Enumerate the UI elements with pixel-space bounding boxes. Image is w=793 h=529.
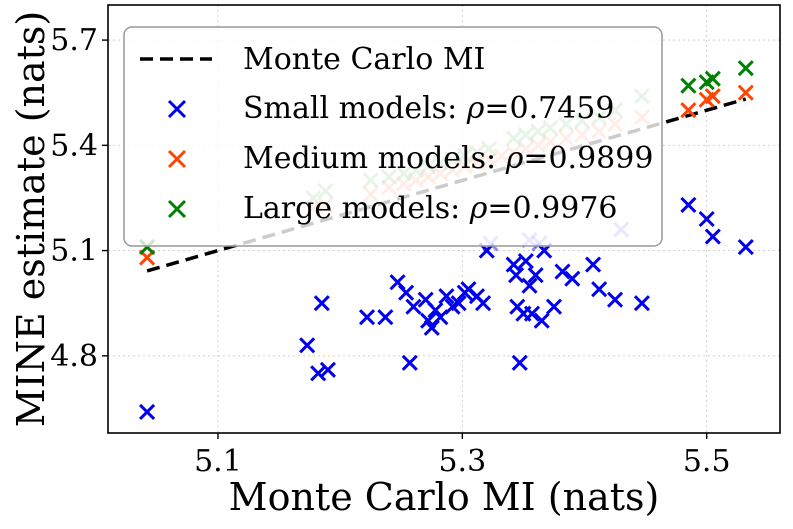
- legend-small-rho-symbol: ρ: [466, 91, 485, 126]
- legend-small-marker: [167, 99, 187, 119]
- point-small-model: [533, 312, 550, 329]
- x-tick-label: 5.3: [438, 444, 486, 479]
- legend-medium-label: Medium models: ρ=0.9899: [243, 141, 653, 176]
- point-small-model: [680, 196, 697, 214]
- point-small-model: [508, 267, 525, 284]
- point-small-model: [521, 277, 538, 294]
- legend-medium-rho-symbol: ρ: [505, 141, 524, 176]
- point-large-model: [704, 70, 721, 87]
- legend-small-name: Small models:: [243, 91, 467, 126]
- point-small-model: [450, 295, 467, 312]
- y-tick-label: 4.8: [50, 339, 98, 374]
- point-small-model: [511, 354, 528, 371]
- point-small-model: [585, 256, 602, 273]
- tick-layer: 5.1 5.3 5.5 4.8 5.1 5.4 5.7: [50, 23, 730, 479]
- point-small-model: [517, 253, 534, 270]
- legend-large-rho-symbol: ρ: [469, 191, 488, 226]
- legend-medium-swatch: [167, 149, 187, 169]
- point-small-model: [591, 281, 608, 298]
- point-small-model: [139, 403, 156, 421]
- point-small-model: [405, 298, 422, 315]
- point-small-model: [299, 337, 316, 354]
- legend-large-marker: [167, 199, 187, 219]
- legend-large-name: Large models:: [243, 191, 470, 226]
- point-medium-model: [680, 102, 697, 119]
- point-small-model: [704, 228, 721, 245]
- legend-small-rho-value: =0.7459: [484, 91, 614, 126]
- legend-medium-name: Medium models:: [243, 141, 506, 176]
- y-tick-label: 5.7: [50, 23, 98, 58]
- legend-box: [123, 26, 663, 247]
- point-medium-model: [704, 88, 721, 105]
- legend-medium-rho-value: =0.9899: [523, 141, 653, 176]
- point-small-model: [633, 295, 650, 312]
- point-small-model: [427, 302, 444, 319]
- legend-large-label: Large models: ρ=0.9976: [243, 191, 618, 226]
- point-large-model: [737, 60, 754, 77]
- point-small-model: [554, 263, 571, 280]
- point-small-model: [523, 305, 541, 322]
- point-medium-model: [737, 84, 754, 101]
- y-tick-label: 5.1: [50, 234, 98, 269]
- point-small-model: [475, 295, 492, 312]
- legend-large-swatch: [167, 199, 187, 219]
- legend-small-swatch: [167, 99, 187, 119]
- x-tick-label: 5.1: [194, 444, 242, 479]
- y-axis-label: MINE estimate (nats): [9, 11, 53, 427]
- point-small-model: [438, 288, 455, 305]
- point-small-model: [377, 309, 394, 326]
- point-small-model: [564, 270, 581, 287]
- legend-large-rho-value: =0.9976: [487, 191, 617, 226]
- point-small-model: [545, 298, 563, 315]
- legend-medium-marker: [167, 149, 187, 169]
- point-small-model: [358, 309, 376, 326]
- point-small-model: [527, 267, 544, 284]
- point-small-model: [737, 239, 754, 256]
- legend-small-label: Small models: ρ=0.7459: [243, 91, 614, 126]
- point-small-model: [313, 295, 330, 312]
- point-small-model: [319, 361, 336, 378]
- point-large-model: [680, 77, 697, 94]
- point-small-model: [398, 284, 415, 301]
- x-axis-label: Monte Carlo MI (nats): [229, 475, 660, 519]
- point-small-model: [698, 210, 715, 228]
- point-small-model: [401, 354, 418, 371]
- legend-reference-label: Monte Carlo MI: [243, 42, 485, 77]
- x-tick-label: 5.5: [683, 444, 731, 479]
- point-small-model: [310, 365, 327, 382]
- plot-frame: [107, 4, 781, 434]
- y-tick-label: 5.4: [50, 128, 98, 163]
- legend: Monte Carlo MI Small models: ρ=0.7459 Me…: [123, 26, 663, 247]
- point-small-model: [606, 291, 624, 308]
